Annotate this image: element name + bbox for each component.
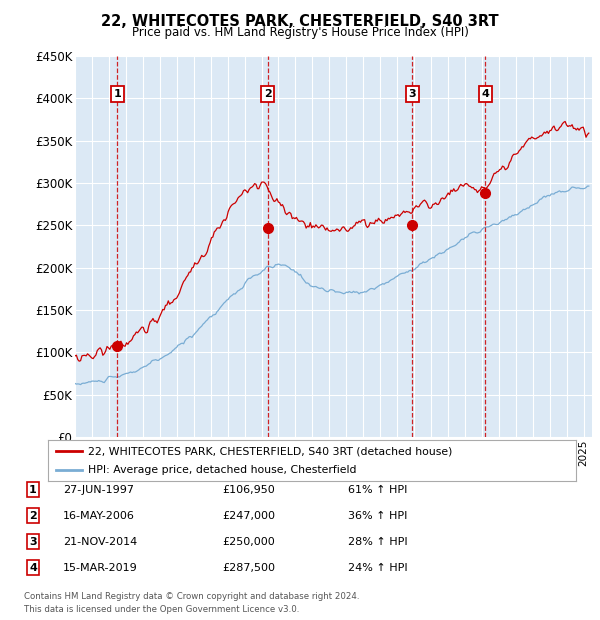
Text: £247,000: £247,000 xyxy=(222,511,275,521)
Text: 4: 4 xyxy=(29,563,37,573)
Text: 1: 1 xyxy=(29,485,37,495)
Text: 1: 1 xyxy=(113,89,121,99)
Text: 22, WHITECOTES PARK, CHESTERFIELD, S40 3RT (detached house): 22, WHITECOTES PARK, CHESTERFIELD, S40 3… xyxy=(88,446,452,456)
Text: 28% ↑ HPI: 28% ↑ HPI xyxy=(348,537,407,547)
Text: 3: 3 xyxy=(29,537,37,547)
Text: This data is licensed under the Open Government Licence v3.0.: This data is licensed under the Open Gov… xyxy=(24,604,299,614)
Text: 2: 2 xyxy=(264,89,272,99)
Text: 16-MAY-2006: 16-MAY-2006 xyxy=(63,511,135,521)
Text: 36% ↑ HPI: 36% ↑ HPI xyxy=(348,511,407,521)
Text: £250,000: £250,000 xyxy=(222,537,275,547)
Text: 2: 2 xyxy=(29,511,37,521)
Text: 15-MAR-2019: 15-MAR-2019 xyxy=(63,563,138,573)
Text: 27-JUN-1997: 27-JUN-1997 xyxy=(63,485,134,495)
Text: £287,500: £287,500 xyxy=(222,563,275,573)
Text: 4: 4 xyxy=(481,89,490,99)
Text: 24% ↑ HPI: 24% ↑ HPI xyxy=(348,563,407,573)
Text: £106,950: £106,950 xyxy=(222,485,275,495)
Text: HPI: Average price, detached house, Chesterfield: HPI: Average price, detached house, Ches… xyxy=(88,466,356,476)
Text: 61% ↑ HPI: 61% ↑ HPI xyxy=(348,485,407,495)
Text: 21-NOV-2014: 21-NOV-2014 xyxy=(63,537,137,547)
Text: Price paid vs. HM Land Registry's House Price Index (HPI): Price paid vs. HM Land Registry's House … xyxy=(131,26,469,39)
Text: 22, WHITECOTES PARK, CHESTERFIELD, S40 3RT: 22, WHITECOTES PARK, CHESTERFIELD, S40 3… xyxy=(101,14,499,29)
Text: Contains HM Land Registry data © Crown copyright and database right 2024.: Contains HM Land Registry data © Crown c… xyxy=(24,592,359,601)
Text: 3: 3 xyxy=(409,89,416,99)
